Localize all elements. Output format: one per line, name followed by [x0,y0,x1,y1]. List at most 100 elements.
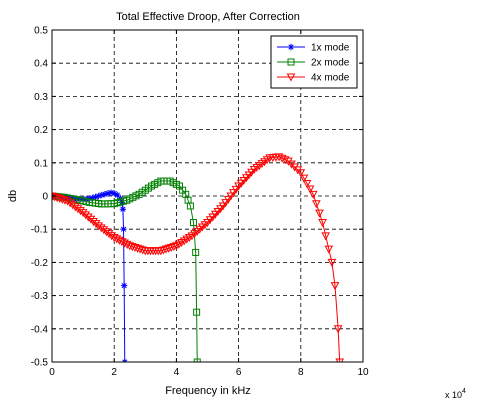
data-point [244,171,254,180]
data-point [327,258,337,267]
data-point [208,213,218,222]
data-point [274,153,284,162]
data-point [55,194,65,204]
data-point [120,282,128,289]
data-point [193,358,201,362]
data-point [193,308,201,316]
data-point [236,179,246,188]
chart-title: Total Effective Droop, After Correction [116,11,300,23]
legend: 1x mode 2x mode 4x mode [270,35,358,89]
data-point [218,202,228,211]
data-point [91,220,101,229]
data-point [280,156,290,165]
data-point [52,193,59,202]
data-point [76,207,85,216]
data-point [333,325,343,334]
data-point [190,219,198,227]
x-tick-label: 8 [298,367,304,378]
y-tick-label: -0.4 [31,324,49,335]
data-point [83,213,93,222]
marker-stroke [288,44,294,50]
data-point [96,224,106,233]
legend-entry: 1x mode [277,43,350,54]
marker-stroke [99,192,105,198]
x-tick-label: 6 [236,367,242,378]
x-tick-label: 4 [174,367,180,378]
x-tick-label: 0 [49,367,55,378]
data-point [277,154,287,163]
x-multiplier-base: x 10 [445,390,462,400]
x-tick-label: 2 [111,367,117,378]
data-point [221,199,230,208]
data-point [315,209,324,218]
data-point [213,207,223,217]
marker-stroke [120,206,126,212]
data-point [99,226,109,235]
x-multiplier-exponent: 4 [462,388,466,395]
marker-stroke [114,192,120,198]
data-point [302,180,312,189]
y-tick-label: 0.3 [34,92,48,103]
data-point [296,169,306,178]
data-point [239,177,249,186]
data-point [86,215,96,224]
data-point [216,205,225,214]
data-point [242,174,251,183]
legend-marker [286,73,296,82]
data-point [324,245,334,254]
data-point [231,185,241,194]
y-tick-label: -0.1 [31,225,49,236]
marker-stroke [102,191,108,197]
legend-entry: 2x mode [277,58,350,69]
marker-stroke [120,226,127,232]
grid [52,30,363,362]
legend-label: 1x mode [311,43,350,54]
legend-marker [287,58,295,66]
data-point [121,358,128,362]
data-point [234,182,243,191]
y-tick-label: -0.2 [31,258,49,269]
data-point [125,242,135,251]
series-line [52,180,198,362]
data-point [135,245,145,254]
data-point [104,230,114,239]
data-point [312,200,321,209]
marker-stroke [124,359,128,362]
y-tick-label: 0.2 [34,125,48,136]
y-axis-label: db [7,190,19,202]
data-point [94,222,103,231]
series-layer [52,153,345,362]
y-tick-label: 0.5 [34,26,48,37]
data-point [305,185,315,194]
data-point [335,358,345,362]
x-tick-label: 10 [357,367,369,378]
marker-stroke [111,190,117,196]
data-point [210,210,220,219]
data-point [89,217,98,227]
data-point [58,195,67,204]
data-point [223,195,233,204]
data-point [81,211,91,220]
y-tick-label: -0.3 [31,291,49,302]
data-point [226,192,236,201]
legend-entry: 4x mode [277,73,350,84]
x-axis-label: Frequency in kHz [165,385,251,397]
data-point [128,243,137,252]
data-point [205,216,215,225]
data-point [68,201,78,210]
data-point [138,246,148,255]
data-point [318,219,327,228]
series-square [52,177,201,362]
y-tick-label: 0.1 [34,158,48,169]
data-point [321,232,331,241]
data-point [130,243,140,253]
data-point [299,174,309,183]
data-point [52,194,62,203]
data-point [308,190,318,199]
y-tick-label: 0.4 [34,59,48,70]
data-point [78,209,88,218]
legend-label: 2x mode [311,58,350,69]
data-point [133,244,142,253]
marker-stroke [121,283,127,289]
